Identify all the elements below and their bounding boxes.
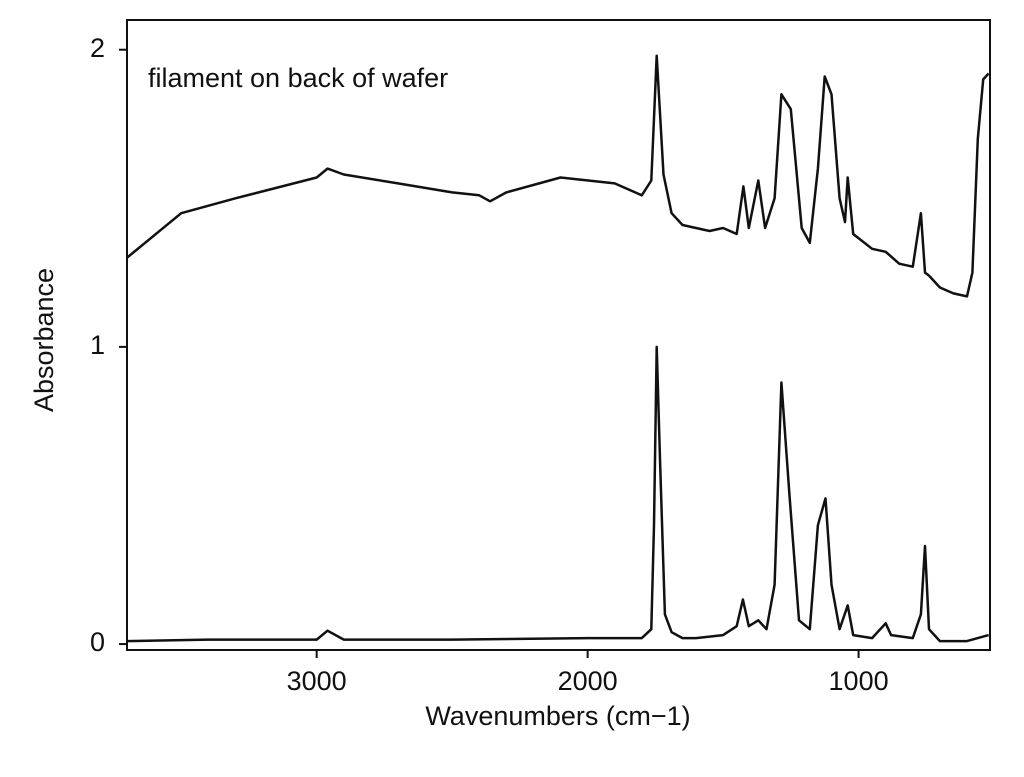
y-tick-label: 0: [90, 627, 105, 657]
x-axis-label: Wavenumbers (cm−1): [425, 701, 690, 731]
plot-frame: [126, 19, 991, 651]
annotation: filament on back of wafer: [148, 63, 448, 93]
y-tick-label: 2: [90, 33, 105, 63]
x-tick-label: 2000: [558, 666, 618, 696]
y-tick-label: 1: [90, 330, 105, 360]
x-tick-label: 3000: [287, 666, 347, 696]
x-tick-label: 1000: [829, 666, 889, 696]
spectrum-line: [126, 345, 989, 643]
spectrum-line: [126, 54, 990, 298]
y-axis-label: Absorbance: [29, 268, 59, 412]
